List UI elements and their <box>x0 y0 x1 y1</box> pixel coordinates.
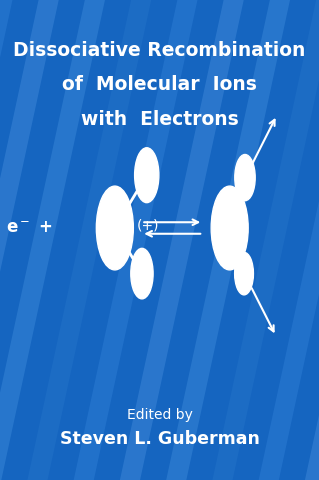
Polygon shape <box>49 0 314 480</box>
Polygon shape <box>0 0 175 480</box>
Polygon shape <box>0 0 83 480</box>
Text: Steven L. Guberman: Steven L. Guberman <box>60 430 259 448</box>
Ellipse shape <box>235 252 253 295</box>
Text: e$^-$ +: e$^-$ + <box>6 219 53 237</box>
Text: Dissociative Recombination: Dissociative Recombination <box>13 41 306 60</box>
Polygon shape <box>0 0 37 480</box>
Ellipse shape <box>135 148 159 203</box>
Ellipse shape <box>235 155 255 201</box>
Polygon shape <box>96 0 319 480</box>
Ellipse shape <box>211 186 248 270</box>
Polygon shape <box>0 0 129 480</box>
Text: of  Molecular  Ions: of Molecular Ions <box>62 75 257 95</box>
Text: (+): (+) <box>137 218 159 233</box>
Ellipse shape <box>96 186 133 270</box>
Ellipse shape <box>131 248 153 299</box>
Polygon shape <box>0 0 222 480</box>
Polygon shape <box>142 0 319 480</box>
Polygon shape <box>3 0 268 480</box>
Polygon shape <box>234 0 319 480</box>
Polygon shape <box>188 0 319 480</box>
Text: Edited by: Edited by <box>127 408 192 422</box>
Text: with  Electrons: with Electrons <box>81 110 238 129</box>
